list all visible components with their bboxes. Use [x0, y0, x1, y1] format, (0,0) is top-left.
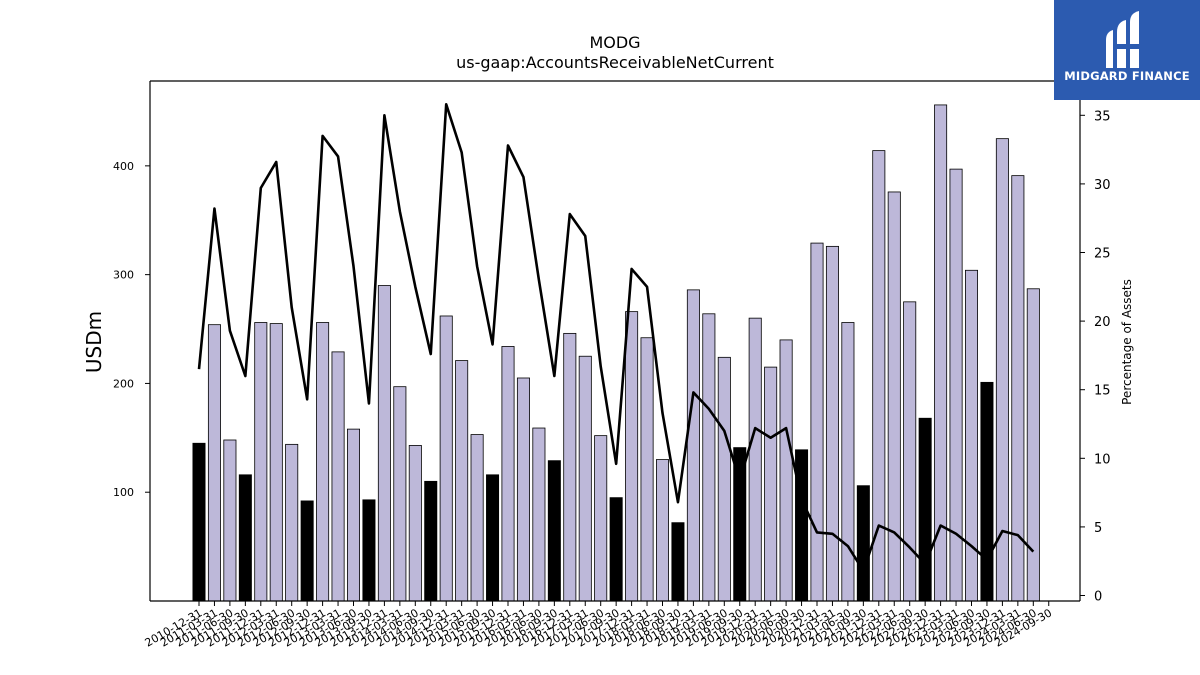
bar [810, 242, 824, 602]
bar [578, 355, 592, 602]
bar [331, 351, 345, 602]
y2-tick-label: 25 [1094, 247, 1111, 262]
bar [547, 460, 561, 602]
bar [424, 480, 438, 602]
bar [192, 442, 206, 602]
bar [980, 381, 994, 602]
bar [377, 285, 391, 602]
bar [254, 322, 268, 602]
bar [269, 323, 283, 602]
bar [625, 311, 639, 602]
bar [532, 427, 546, 602]
bar [563, 332, 577, 602]
y2-tick-label: 30 [1094, 178, 1111, 193]
line-series [197, 103, 1035, 573]
y-ticks: 100 200 300 400 [113, 160, 150, 499]
y2-tick-label: 15 [1094, 384, 1111, 399]
bar [346, 428, 360, 602]
bar [764, 366, 778, 602]
bar [686, 289, 700, 602]
bar [1011, 175, 1025, 602]
bar [609, 497, 623, 602]
bar [455, 360, 469, 602]
bar [501, 346, 515, 602]
bar [470, 434, 484, 602]
bar [640, 337, 654, 602]
chart-subtitle: us-gaap:AccountsReceivableNetCurrent [456, 53, 774, 72]
bar [408, 445, 422, 602]
bar [841, 322, 855, 602]
y-tick-label: 300 [113, 269, 134, 282]
y-tick-label: 100 [113, 486, 134, 499]
y2-tick-label: 5 [1094, 521, 1102, 536]
bar [1026, 288, 1040, 602]
bar [872, 150, 886, 602]
y-axis-label: USDm [82, 311, 106, 373]
bar [316, 322, 330, 602]
midgard-finance-logo: MIDGARD FINANCE [1054, 0, 1200, 100]
bar [207, 324, 221, 602]
bar [238, 474, 252, 602]
bar [594, 435, 608, 602]
y2-ticks: 0 5 10 15 20 25 30 35 [1080, 109, 1111, 605]
bar [393, 386, 407, 602]
bar [825, 245, 839, 602]
bar [702, 313, 716, 602]
bar [887, 191, 901, 602]
y2-axis-label: Percentage of Assets [1120, 279, 1134, 405]
y-tick-label: 200 [113, 377, 134, 390]
y-tick-label: 400 [113, 160, 134, 173]
y2-tick-label: 20 [1094, 315, 1111, 330]
bar [779, 339, 793, 602]
logo-mark-icon [1106, 11, 1141, 68]
bar [717, 356, 731, 602]
bar [656, 459, 670, 602]
bar [748, 317, 762, 602]
x-ticks: 2010-12-312011-03-312011-06-302011-09-30… [143, 601, 1054, 650]
bar [362, 499, 376, 602]
y2-tick-label: 10 [1094, 452, 1111, 467]
percentage-line [197, 103, 1035, 573]
logo-text: MIDGARD FINANCE [1064, 69, 1190, 83]
bar [439, 315, 453, 602]
chart-title: MODG [589, 33, 640, 52]
bar [516, 377, 530, 602]
y2-tick-label: 0 [1094, 590, 1102, 605]
bar [903, 301, 917, 602]
bar [285, 443, 299, 602]
bar [671, 522, 685, 602]
bar [856, 485, 870, 602]
bar [223, 439, 237, 602]
y2-tick-label: 35 [1094, 109, 1111, 124]
bar [795, 449, 809, 602]
bar [486, 474, 500, 602]
bar [300, 500, 314, 602]
bar [918, 417, 932, 602]
